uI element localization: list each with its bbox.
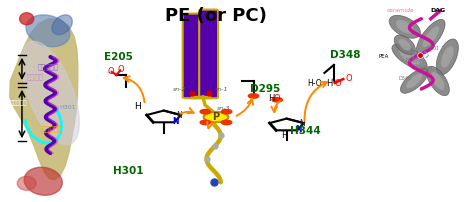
Polygon shape: [270, 119, 304, 130]
Text: O: O: [346, 74, 352, 83]
Ellipse shape: [24, 167, 62, 195]
Text: PE (or PC): PE (or PC): [165, 7, 267, 25]
Text: sn-3: sn-3: [217, 105, 230, 110]
Text: H: H: [281, 131, 287, 140]
Ellipse shape: [399, 39, 411, 51]
Text: E205: E205: [104, 52, 133, 62]
Ellipse shape: [21, 41, 79, 145]
Text: H301: H301: [113, 166, 144, 176]
Ellipse shape: [389, 15, 420, 38]
Ellipse shape: [436, 39, 458, 75]
Text: D295: D295: [405, 58, 419, 63]
Text: DAG: DAG: [430, 8, 446, 13]
Text: D348: D348: [330, 50, 361, 60]
FancyBboxPatch shape: [182, 14, 201, 98]
Text: N: N: [300, 119, 305, 128]
Ellipse shape: [392, 44, 427, 70]
Text: sn-2: sn-2: [173, 87, 186, 93]
Text: PEA: PEA: [378, 54, 389, 59]
Ellipse shape: [17, 176, 36, 190]
Text: H344: H344: [290, 126, 321, 136]
Text: O: O: [334, 79, 341, 88]
Text: H: H: [134, 102, 141, 110]
Text: D295: D295: [250, 84, 281, 94]
Text: D348: D348: [398, 76, 411, 81]
Text: N: N: [295, 125, 302, 134]
Ellipse shape: [401, 69, 428, 93]
Circle shape: [200, 120, 210, 125]
Text: H301: H301: [60, 104, 76, 109]
Ellipse shape: [52, 15, 73, 35]
Ellipse shape: [394, 35, 415, 55]
Ellipse shape: [26, 15, 70, 47]
FancyBboxPatch shape: [199, 9, 218, 98]
Ellipse shape: [431, 72, 445, 90]
Ellipse shape: [441, 46, 454, 68]
Text: ⁻: ⁻: [107, 69, 110, 78]
Text: H: H: [326, 79, 332, 88]
Text: H344: H344: [419, 66, 433, 71]
Text: N: N: [173, 117, 179, 126]
Circle shape: [272, 98, 283, 102]
Text: H-O: H-O: [308, 79, 322, 88]
Circle shape: [221, 120, 232, 125]
Polygon shape: [10, 19, 78, 180]
Text: O: O: [107, 67, 114, 76]
Text: H: H: [268, 95, 274, 103]
Text: sn-1: sn-1: [215, 87, 228, 93]
Text: P: P: [212, 112, 219, 122]
Circle shape: [204, 112, 228, 122]
Text: O: O: [118, 65, 125, 74]
Ellipse shape: [19, 13, 34, 25]
Circle shape: [200, 109, 210, 114]
Ellipse shape: [396, 20, 414, 34]
Ellipse shape: [417, 19, 445, 54]
Ellipse shape: [422, 26, 439, 47]
Text: H301: H301: [427, 46, 440, 51]
Text: 二酰基甘油: 二酰基甘油: [37, 64, 59, 70]
Text: 神经酱脂: 神经酱脂: [26, 74, 43, 80]
Ellipse shape: [399, 49, 420, 65]
Polygon shape: [146, 110, 181, 122]
Text: 酰基二酰胺: 酰基二酰胺: [42, 126, 64, 132]
Circle shape: [248, 94, 259, 98]
Ellipse shape: [406, 74, 422, 88]
Text: O: O: [274, 95, 281, 103]
Ellipse shape: [427, 66, 449, 96]
Text: N: N: [176, 110, 182, 120]
Text: ceramide: ceramide: [386, 8, 414, 13]
Text: 疏水技膗室: 疏水技膗室: [10, 100, 27, 106]
Circle shape: [221, 109, 232, 114]
